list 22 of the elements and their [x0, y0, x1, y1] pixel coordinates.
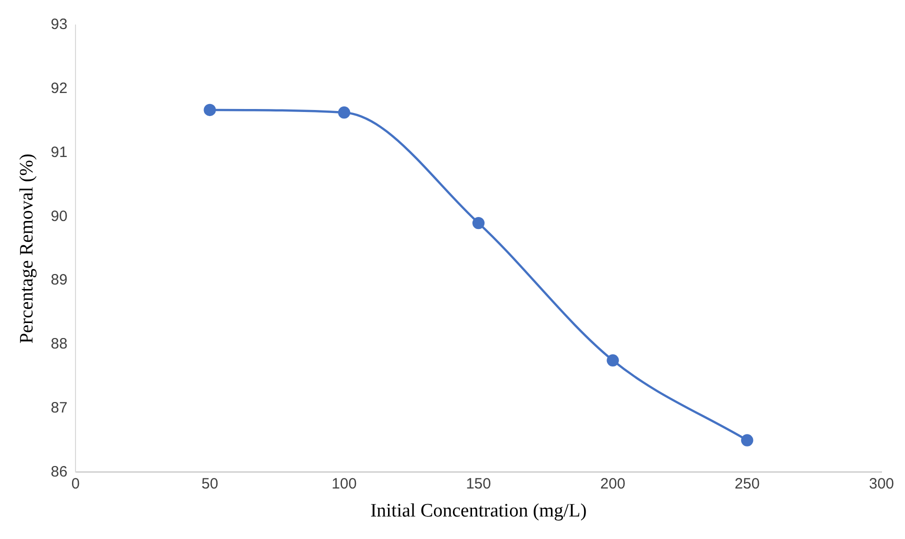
y-tick-label: 90: [50, 208, 68, 225]
point: [741, 434, 754, 446]
y-tick-label: 88: [50, 336, 68, 353]
point: [472, 216, 485, 230]
y-axis-title: Percentage Removal (%): [16, 154, 38, 344]
y-tick-label: 91: [50, 144, 68, 161]
x-tick-label: 250: [734, 475, 760, 492]
y-tick-label: 86: [50, 463, 68, 480]
x-tick-label: 100: [332, 475, 357, 492]
point: [338, 106, 350, 119]
y-tick-label: 89: [50, 272, 68, 289]
x-tick-label: 300: [868, 475, 894, 492]
y-tick-label: 93: [50, 16, 68, 34]
x-tick-label: 150: [466, 475, 491, 492]
point: [606, 354, 619, 366]
x-tick-label: 200: [600, 475, 626, 492]
y-tick-label: 92: [50, 80, 68, 98]
x-axis-title: Initial Concentration (mg/L): [370, 500, 587, 522]
x-tick-label: 50: [201, 475, 218, 492]
x-tick-label: 0: [71, 475, 80, 492]
point: [204, 104, 216, 116]
y-tick-label: 87: [50, 399, 68, 416]
